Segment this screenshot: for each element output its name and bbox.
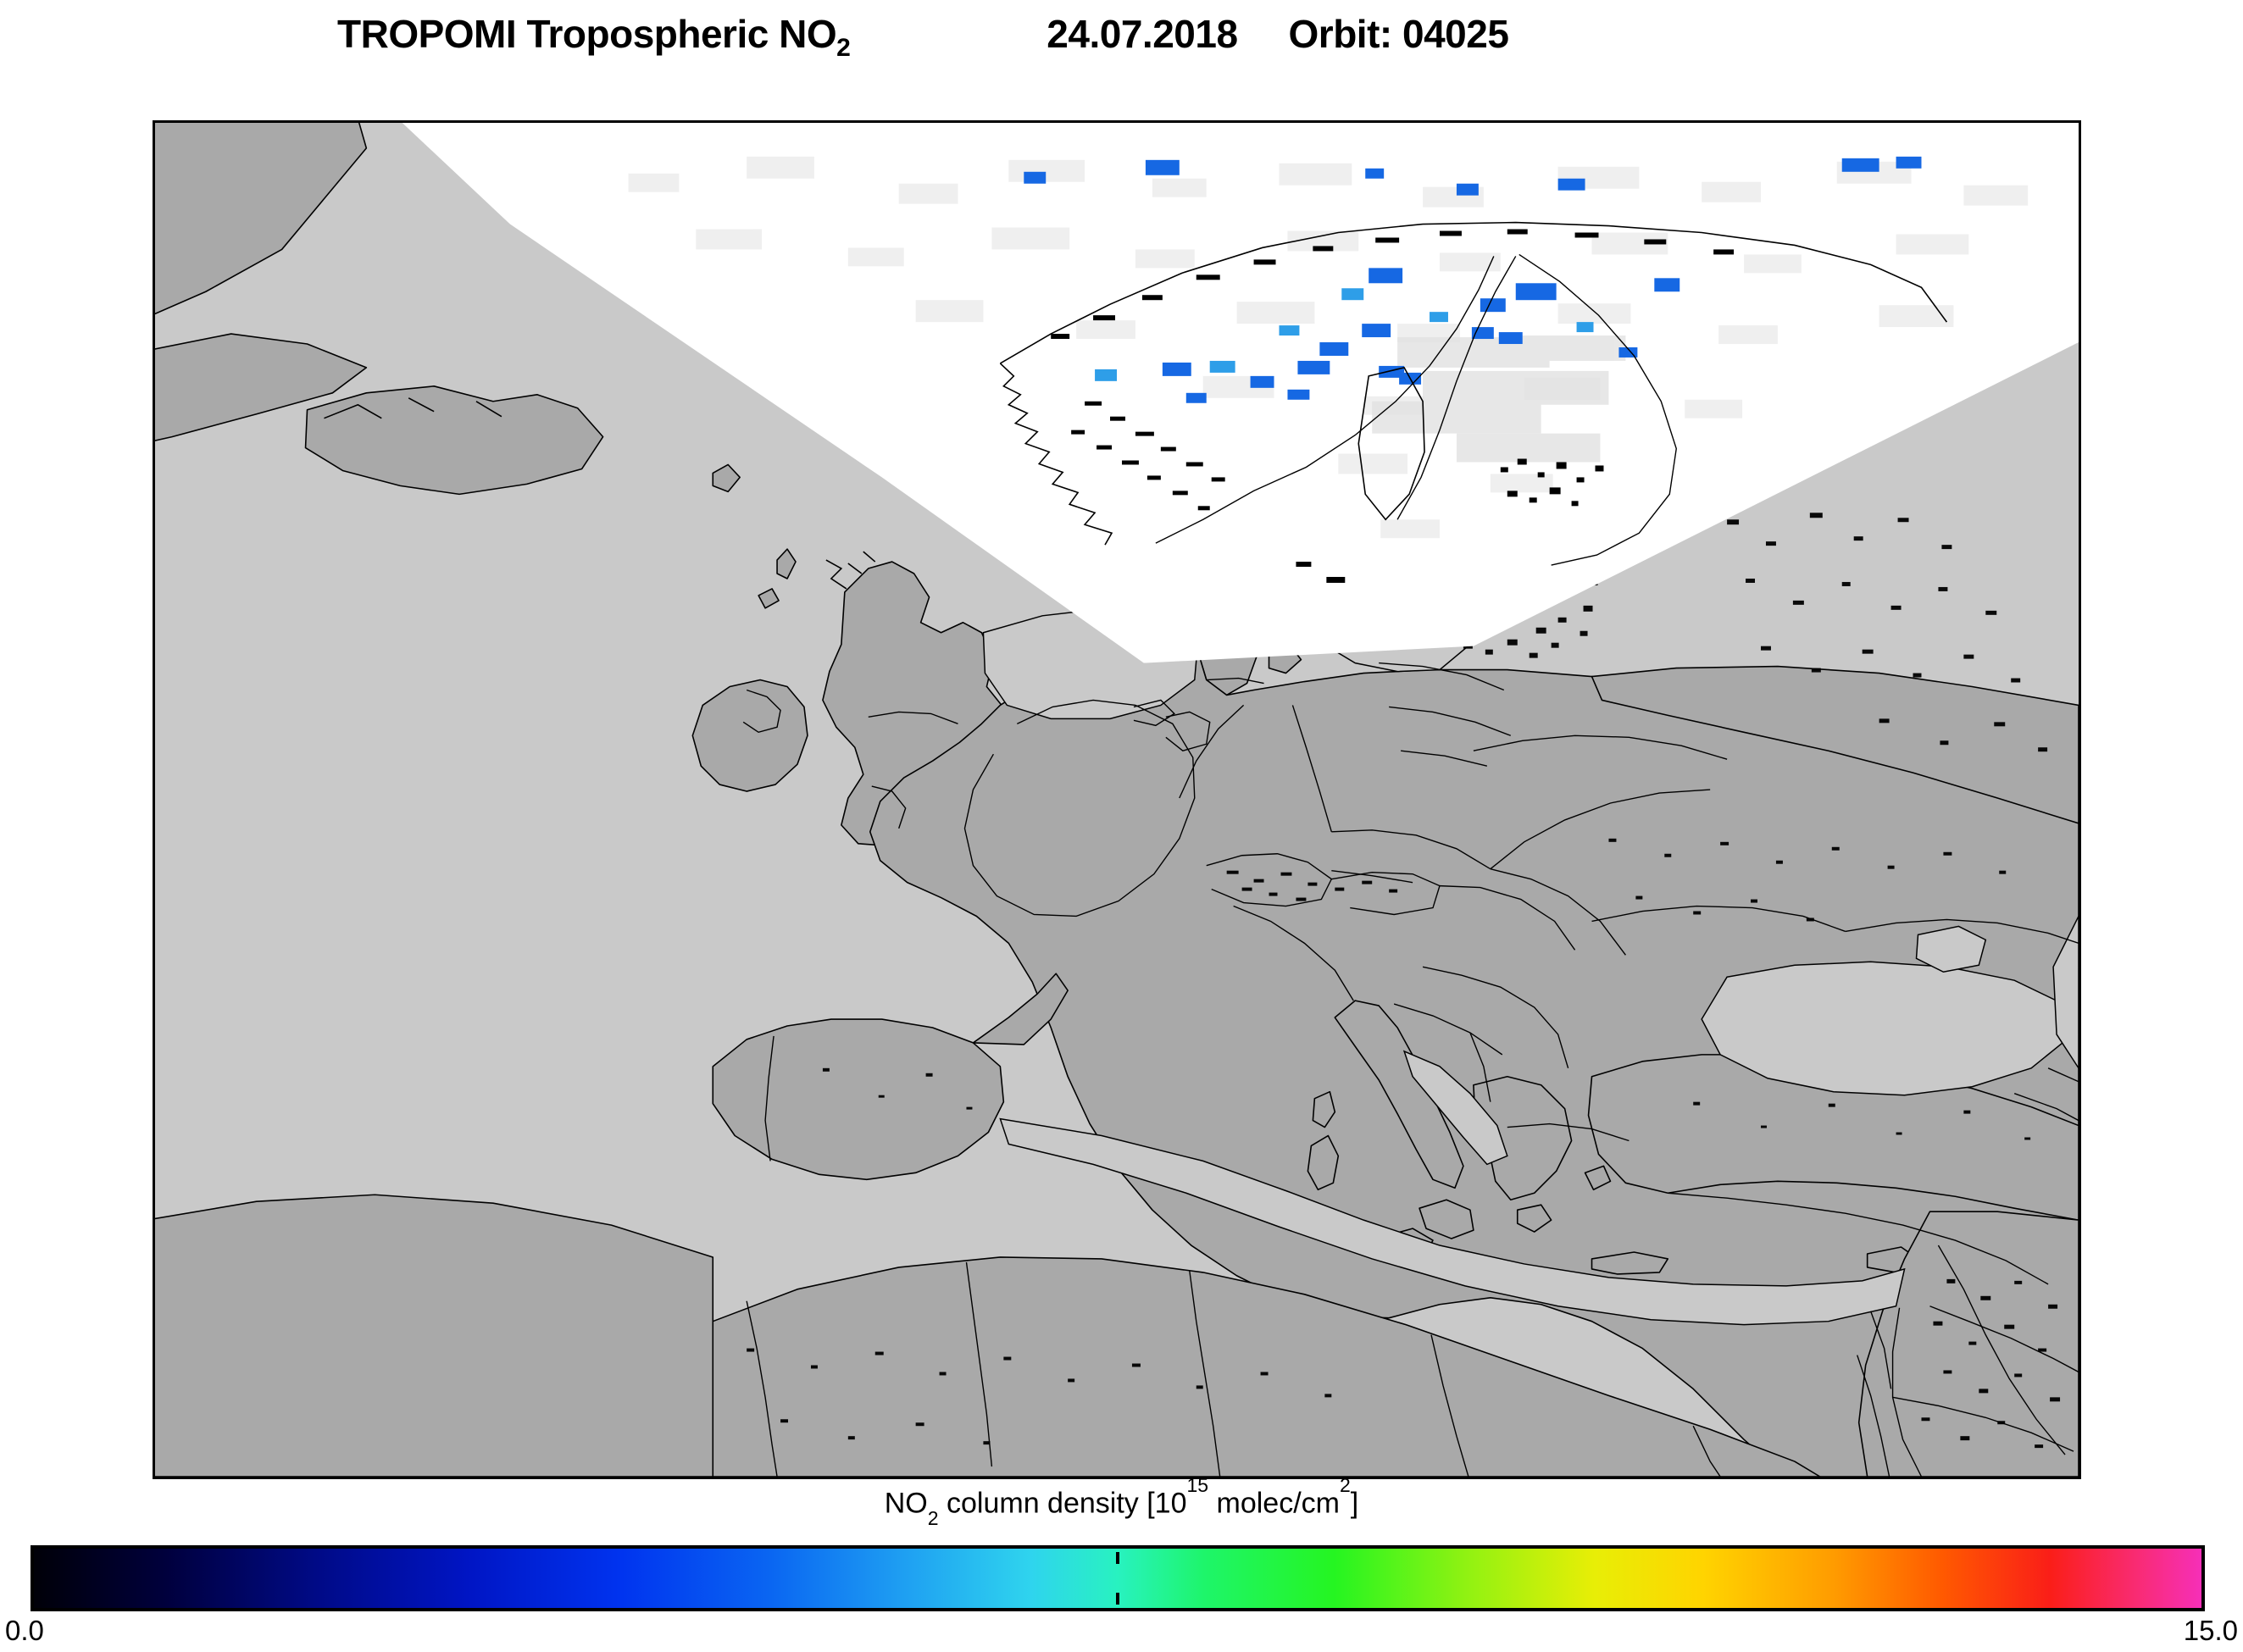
colorbar-caption-units: molec/cm xyxy=(1208,1487,1340,1520)
basemap-country-borders xyxy=(742,253,2079,1477)
page-title-subscript: 2 xyxy=(836,34,851,62)
no2-hotspot xyxy=(1024,156,1922,403)
colorbar-tick-mid-bottom xyxy=(1116,1593,1119,1605)
colorbar-caption-middle: column density [10 xyxy=(938,1487,1187,1520)
page-title: TROPOMI Tropospheric NO xyxy=(337,12,837,56)
colorbar-caption: NO2 column density [1015 molec/cm2] xyxy=(0,1474,2243,1529)
swath-overlay-coastlines xyxy=(999,221,1948,583)
colorbar-caption-unit-exponent: 2 xyxy=(1340,1474,1351,1496)
map-panel xyxy=(153,120,2081,1479)
colorbar-caption-subscript: 2 xyxy=(927,1507,939,1530)
colorbar-wrap xyxy=(31,1545,2205,1611)
colorbar-min-label: 0.0 xyxy=(5,1615,44,1646)
title-row: TROPOMI Tropospheric NO 2 24.07.2018 Orbi… xyxy=(0,0,2243,68)
swath-haze-dense xyxy=(1372,335,1626,463)
colorbar-caption-exponent: 15 xyxy=(1186,1474,1209,1496)
colorbar-caption-suffix: ] xyxy=(1350,1487,1359,1520)
no2-hotspot-light xyxy=(1095,288,1594,381)
colorbar-max-label: 15.0 xyxy=(2183,1615,2238,1646)
colorbar-tick-mid-top xyxy=(1116,1552,1119,1564)
orbit-number: Orbit: 04025 xyxy=(1288,12,1509,56)
colorbar-gradient xyxy=(31,1545,2205,1611)
title-inner: TROPOMI Tropospheric NO 2 24.07.2018 Orbi… xyxy=(337,11,1509,62)
colorbar-caption-species: NO xyxy=(884,1487,928,1520)
map-canvas xyxy=(155,123,2079,1477)
acquisition-date: 24.07.2018 xyxy=(1047,12,1238,56)
